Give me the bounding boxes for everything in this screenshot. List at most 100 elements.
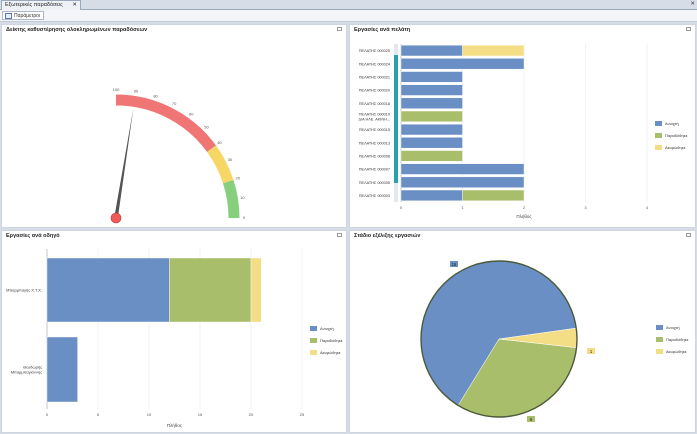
gauge-needle-cap: [110, 212, 122, 224]
y-tick-label: Μπαρμπαγής Χ.Τ.Χ.: [6, 288, 42, 293]
stages-chart: 16 8 1 Ανοιχτή Παραδόθηκε Ακυρώθηκε: [420, 260, 689, 422]
x-tick-label: 2: [523, 205, 526, 210]
legend-label: Παραδόθηκε: [666, 337, 689, 342]
legend-label: Ακυρώθηκε: [666, 349, 687, 354]
bar-segment: [169, 257, 252, 323]
gauge-panel: Δείκτης καθυστέρησης ολοκληρωμένων παραδ…: [1, 24, 347, 228]
customers-panel: Εργασίες ανά πελάτη 0 1 2 3 4 Πλήθος ΠΕΛΑΤΗΣ 0…: [349, 24, 696, 228]
x-tick-label: 4: [646, 205, 649, 210]
maximize-icon[interactable]: [686, 27, 691, 31]
drivers-panel: Εργασίες ανά οδηγό 0 5 10 15 20 25 Πλήθος Μπαρμ…: [1, 230, 347, 433]
x-tick-label: 20: [249, 412, 254, 417]
bar-segment: [400, 137, 463, 149]
y-tick-label: ΠΕΛΑΤΗΣ 000005: [359, 181, 390, 185]
legend-swatch: [310, 338, 317, 343]
pie-data-label-bg: [450, 261, 458, 267]
bar-segment: [46, 336, 78, 403]
bar-segment: [400, 58, 525, 70]
x-tick-label: 3: [584, 205, 587, 210]
gauge-tick-label: 70: [172, 101, 177, 106]
x-tick-label: 15: [198, 412, 203, 417]
y-tick-label: Θεοδωρής: [23, 365, 42, 370]
x-tick-label: 25: [300, 412, 305, 417]
gauge-tick-label: 0: [243, 215, 246, 220]
y-tick-label: ΠΕΛΑΤΗΣ 000003: [359, 194, 390, 198]
y-tick-label: ΔΙΑ ΗΛΕ. ΑΚΙΝΗ...: [359, 117, 390, 121]
bar-segment: [400, 123, 463, 136]
legend-label: Ανοιχτή: [320, 326, 334, 331]
bar-segment: [250, 257, 262, 323]
y-tick-label: Μπαρμπαγιάννης: [11, 370, 42, 375]
x-tick-label: 0: [400, 205, 403, 210]
window-close-icon[interactable]: ✕: [690, 1, 695, 7]
params-icon: [5, 13, 12, 19]
bar-segment: [400, 84, 463, 96]
bar-segment: [400, 150, 463, 162]
gauge-tick-label: 10: [240, 195, 245, 200]
maximize-icon[interactable]: [686, 233, 691, 237]
gauge-tick-label: 40: [217, 140, 222, 145]
tab-close-icon[interactable]: ✕: [72, 2, 77, 8]
stages-panel: Στάδιο εξέλιξης εργασιών 16 8 1 Ανοιχτή Παρα…: [349, 230, 696, 433]
gauge-tick-label: 20: [236, 176, 241, 181]
y-tick-label: ΠΕΛΑΤΗΣ 000019: [359, 112, 390, 116]
gauge-tick-label: 80: [153, 93, 158, 98]
bar-segment: [400, 71, 463, 83]
legend-label: Παραδόθηκε: [665, 133, 688, 138]
y-tick-label: ΠΕΛΑΤΗΣ 000015: [359, 128, 390, 132]
tab-deliveries[interactable]: Εξωτερικές παραδόσεις ✕: [1, 0, 81, 10]
y-tick-label: ΠΕΛΑΤΗΣ 000007: [359, 168, 390, 172]
bar-segment: [400, 176, 525, 188]
customers-title: Εργασίες ανά πελάτη: [354, 27, 411, 33]
toolbar: Παράμετροι: [0, 10, 697, 22]
gauge-title: Δείκτης καθυστέρησης ολοκληρωμένων παραδ…: [6, 27, 148, 33]
y-tick-label: ΠΕΛΑΤΗΣ 000024: [359, 62, 390, 66]
y-tick-label: ΠΕΛΑΤΗΣ 000021: [359, 75, 390, 79]
params-button[interactable]: Παράμετροι: [2, 11, 44, 20]
legend-swatch: [655, 133, 662, 138]
maximize-icon[interactable]: [337, 27, 342, 31]
bar-segment: [462, 45, 525, 57]
y-tick-label: ΠΕΛΑΤΗΣ 000013: [359, 141, 390, 145]
pie-data-label-bg: [587, 348, 595, 354]
maximize-icon[interactable]: [337, 233, 342, 237]
x-tick-label: 5: [97, 412, 100, 417]
legend-swatch: [655, 121, 662, 126]
gauge-band: [115, 94, 216, 152]
legend-label: Ακυρώθηκε: [665, 145, 686, 150]
y-tick-label: ΠΕΛΑΤΗΣ 000008: [359, 154, 390, 158]
pie-data-label-bg: [527, 416, 535, 422]
legend-swatch: [310, 350, 317, 355]
drivers-chart: 0 5 10 15 20 25 Πλήθος Μπαρμπαγής Χ.Τ.Χ. Θεοδωρή…: [6, 249, 343, 428]
y-tick-label: ΠΕΛΑΤΗΣ 000025: [359, 49, 390, 53]
x-axis-title: Πλήθος: [167, 422, 183, 428]
gauge-tick-label: 100: [113, 87, 120, 92]
legend-swatch: [656, 337, 663, 342]
gauge-tick-label: 30: [228, 157, 233, 162]
bar-segment: [400, 45, 463, 57]
legend-label: Παραδόθηκε: [320, 338, 343, 343]
y-tick-label: ΠΕΛΑΤΗΣ 000018: [359, 102, 390, 106]
x-axis-title: Πλήθος: [516, 213, 532, 219]
gauge-tick-label: 60: [189, 112, 194, 117]
x-tick-label: 1: [461, 205, 464, 210]
customers-chart: 0 1 2 3 4 Πλήθος ΠΕΛΑΤΗΣ 000025 ΠΕΛΑΤΗΣ 000024 Π…: [359, 44, 688, 219]
bar-segment: [400, 97, 463, 109]
tab-label: Εξωτερικές παραδόσεις: [5, 2, 63, 8]
params-label: Παράμετροι: [14, 13, 41, 19]
gauge-band: [222, 179, 240, 219]
bar-segment: [400, 110, 463, 122]
tab-bar: Εξωτερικές παραδόσεις ✕ ✕: [0, 0, 697, 10]
x-tick-label: 0: [46, 412, 49, 417]
legend-label: Ανοιχτή: [665, 121, 679, 126]
drivers-title: Εργασίες ανά οδηγό: [6, 233, 60, 239]
gauge-tick-label: 50: [204, 125, 209, 130]
gauge-tick-label: 90: [134, 89, 139, 94]
bar-segment: [462, 189, 525, 202]
bar-segment: [400, 163, 525, 175]
pie-outline: [420, 260, 578, 418]
scrollbar-thumb: [394, 55, 398, 183]
gauge-band: [206, 145, 234, 184]
x-tick-label: 10: [147, 412, 152, 417]
legend-swatch: [656, 349, 663, 354]
